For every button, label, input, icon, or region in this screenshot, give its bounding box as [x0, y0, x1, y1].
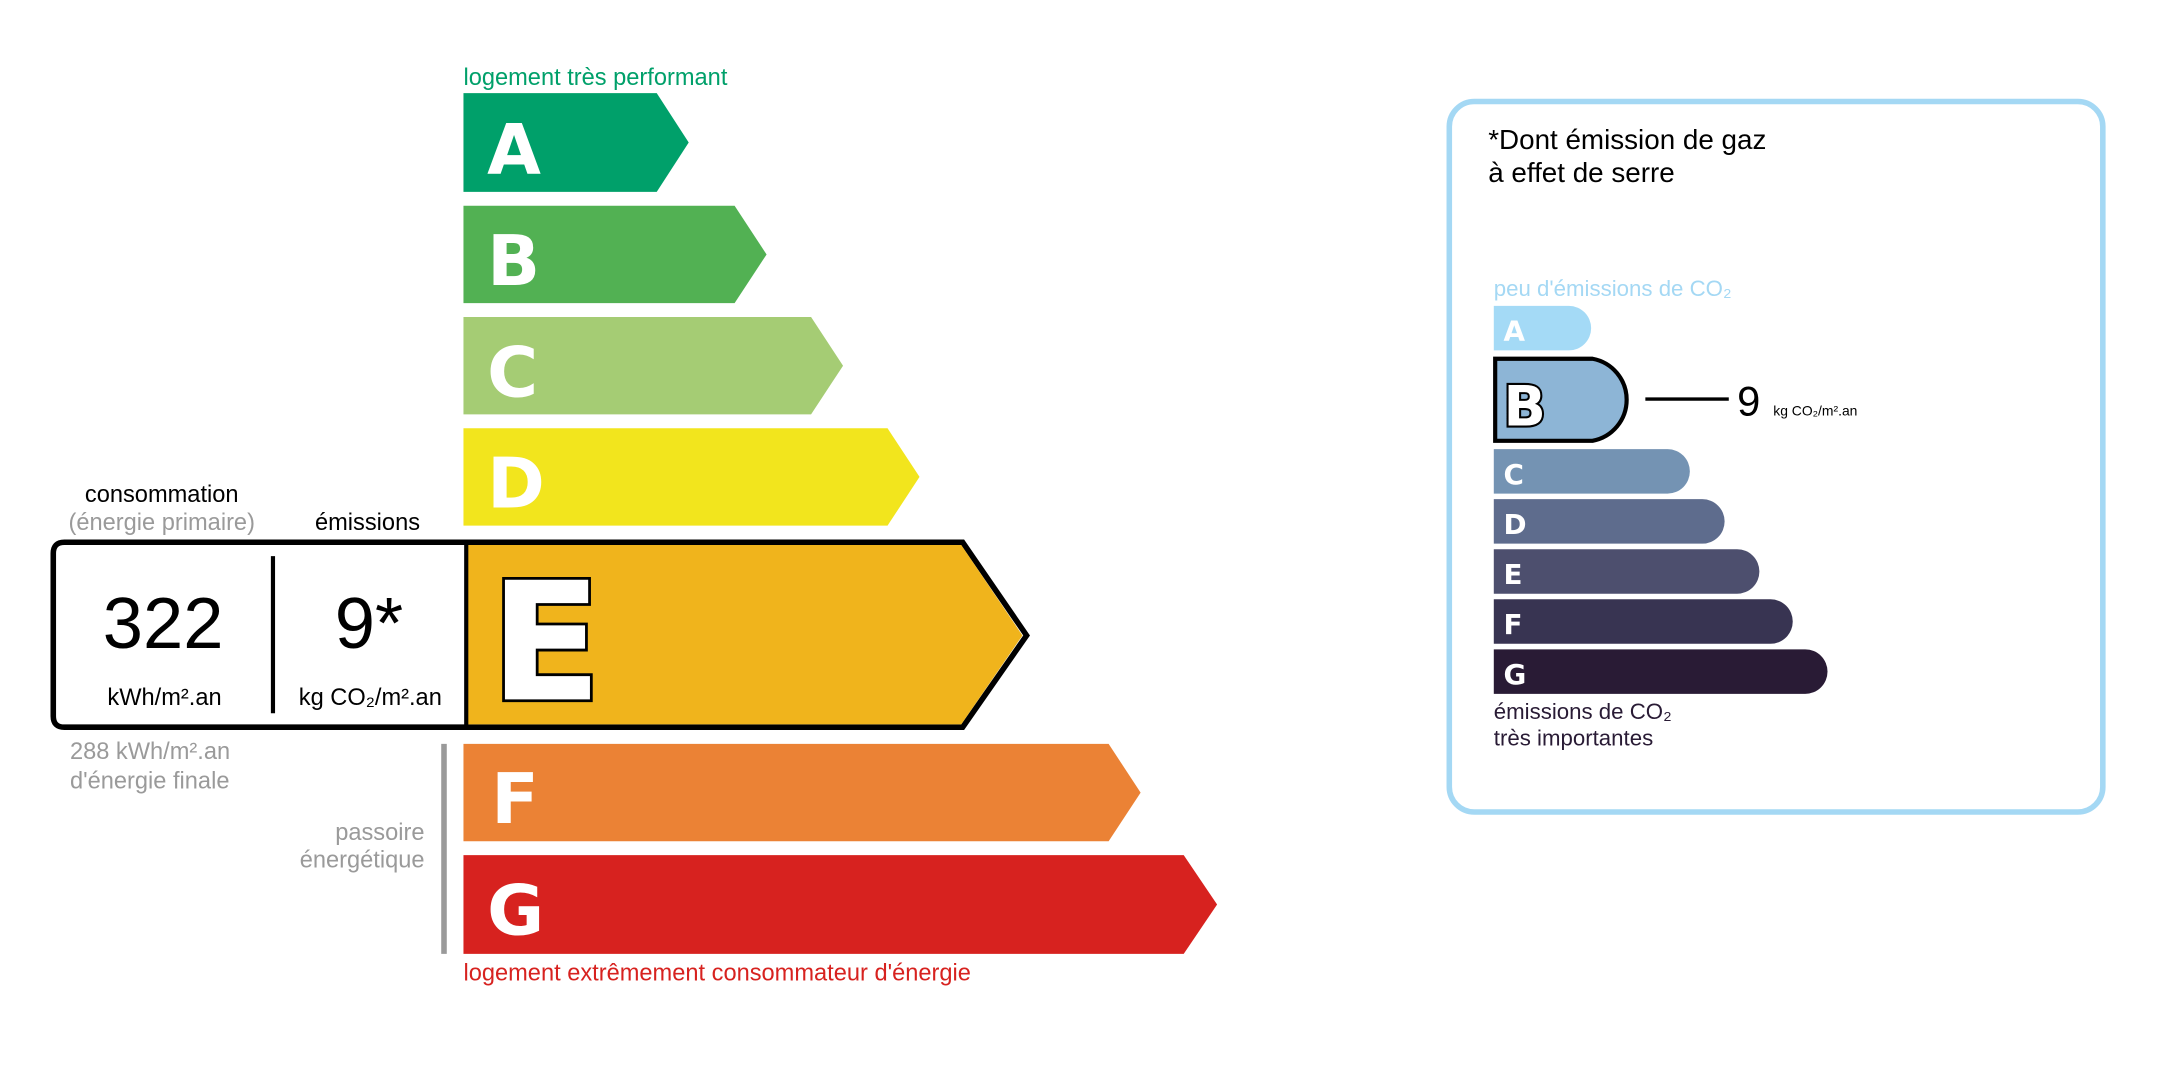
ghg-letter-f: F — [1504, 608, 1523, 641]
energy-letter-d: D — [487, 444, 545, 525]
energy-letter-e: E — [490, 547, 602, 738]
energy-letter-c: C — [487, 332, 538, 413]
consumption-unit: kWh/m².an — [107, 685, 221, 711]
ghg-bar-g: G — [1493, 649, 1828, 694]
energy-bar-f: F — [463, 743, 1141, 842]
ghg-value: 9 — [1737, 378, 1760, 425]
consumption-value: 322 — [103, 584, 224, 664]
energy-letter-b: B — [487, 221, 540, 302]
ghg-unit: kg CO₂/m².an — [1773, 403, 1857, 419]
passoire-label-2: énergétique — [300, 848, 425, 874]
energy-letter-a: A — [487, 110, 541, 191]
ghg-title-2: à effet de serre — [1488, 157, 1674, 188]
energy-bottom-label: logement extrêmement consommateur d'éner… — [463, 960, 970, 986]
ghg-panel: *Dont émission de gaz à effet de serre p… — [1446, 98, 2106, 815]
energy-bar-a: A — [463, 93, 689, 192]
energy-letter-g: G — [487, 870, 544, 951]
ghg-bottom-label-2: très importantes — [1494, 725, 1653, 750]
ghg-bottom-label-1: émissions de CO₂ — [1494, 699, 1672, 724]
energy-letter-f: F — [491, 759, 538, 840]
final-energy-value: 288 kWh/m².an — [70, 739, 230, 765]
energy-bar-g: G — [463, 855, 1218, 954]
ghg-letter-g: G — [1504, 658, 1527, 691]
energy-current-class-box: 322 kWh/m².an 9* kg CO₂/m².an E — [50, 539, 1030, 741]
final-energy-label: d'énergie finale — [70, 768, 230, 794]
ghg-bar-e: E — [1493, 549, 1760, 594]
ghg-bar-d: D — [1493, 499, 1725, 544]
ghg-letter-a: A — [1504, 315, 1526, 348]
ghg-bar-f: F — [1493, 599, 1793, 644]
ghg-letter-d: D — [1504, 508, 1527, 541]
energy-top-label: logement très performant — [463, 65, 727, 91]
emissions-value: 9* — [335, 584, 403, 664]
emissions-unit: kg CO₂/m².an — [299, 685, 442, 711]
ghg-letter-c: C — [1504, 458, 1524, 491]
energy-bar-b: B — [463, 205, 767, 304]
consumption-sublabel: (énergie primaire) — [69, 510, 255, 536]
ghg-top-label: peu d'émissions de CO₂ — [1494, 276, 1732, 301]
ghg-bar-a: A — [1493, 305, 1592, 351]
ghg-bar-b-current: B 9 kg CO₂/m².an — [1493, 356, 1857, 443]
energy-bar-d: D — [463, 428, 920, 526]
ghg-letter-e: E — [1504, 558, 1523, 591]
consumption-label: consommation — [85, 482, 239, 508]
energy-bar-c: C — [463, 317, 844, 415]
ghg-title-1: *Dont émission de gaz — [1488, 124, 1766, 155]
passoire-label-1: passoire — [335, 820, 424, 846]
ghg-bar-c: C — [1493, 449, 1690, 494]
emissions-label: émissions — [315, 510, 420, 536]
ghg-letter-b: B — [1504, 374, 1546, 439]
